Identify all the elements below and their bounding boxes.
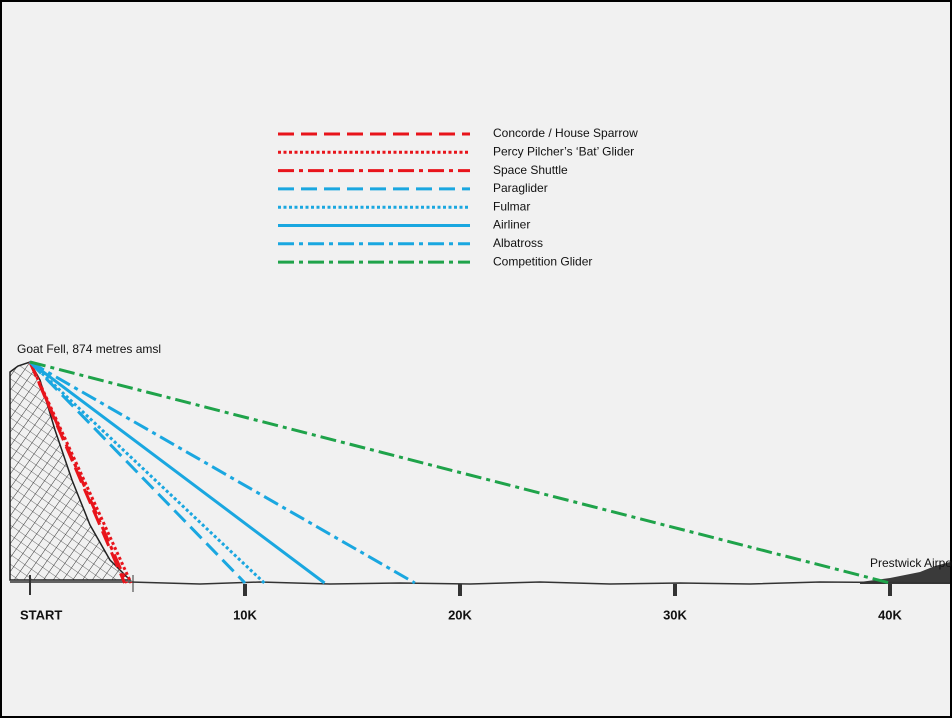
- legend-label: Airliner: [493, 218, 530, 232]
- legend-label: Percy Pilcher’s ‘Bat’ Glider: [493, 144, 634, 158]
- ground: [10, 581, 951, 585]
- series-line: [29, 360, 891, 585]
- x-tick-label: 30K: [663, 607, 687, 622]
- series-line: [29, 360, 416, 585]
- mountain: [9, 361, 132, 581]
- hill: [860, 562, 950, 584]
- series-line: [29, 360, 326, 585]
- legend-label: Concorde / House Sparrow: [493, 126, 638, 140]
- legend-label: Competition Glider: [493, 254, 592, 268]
- legend-label: Space Shuttle: [493, 163, 568, 177]
- annotation: Goat Fell, 874 metres amsl: [17, 342, 161, 356]
- legend-label: Albatross: [493, 236, 543, 250]
- annotation: Prestwick Airport: [870, 556, 952, 570]
- x-tick-label: 20K: [448, 607, 472, 622]
- series-line: [28, 361, 129, 584]
- legend-label: Fulmar: [493, 199, 530, 213]
- x-tick-label: 10K: [233, 607, 257, 622]
- plot: START 10K 20K 30K 40K Concorde / House Sparro…: [20, 126, 903, 622]
- x-tick-label: 40K: [878, 607, 902, 622]
- legend-label: Paraglider: [493, 181, 548, 195]
- series-line: [28, 360, 247, 585]
- series-line: [28, 360, 266, 585]
- x-tick-label: START: [20, 607, 62, 622]
